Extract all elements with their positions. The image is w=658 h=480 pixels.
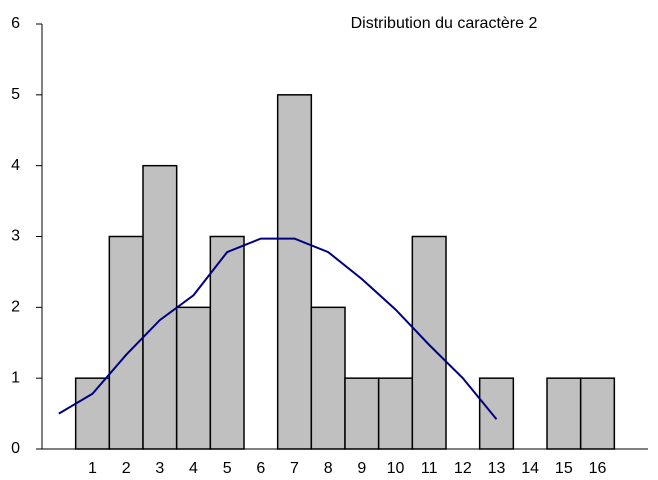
bar [377, 377, 414, 450]
y-tick-label: 6 [11, 15, 20, 32]
y-tick-label: 4 [11, 157, 20, 174]
bar [478, 377, 515, 450]
x-tick-label: 8 [324, 460, 333, 477]
x-tick-label: 13 [488, 460, 506, 477]
y-tick-label: 5 [11, 86, 20, 103]
x-tick-label: 11 [421, 460, 438, 477]
x-tick-label: 1 [88, 460, 97, 477]
bar [411, 235, 447, 450]
x-tick-label: 4 [189, 460, 198, 477]
bar [276, 94, 313, 450]
fit-curve [58, 237, 498, 420]
y-tick-label: 3 [11, 228, 20, 245]
bar [344, 377, 380, 450]
bar [579, 377, 616, 450]
x-tick-label: 5 [223, 460, 232, 477]
x-tick-label: 14 [521, 460, 539, 477]
x-tick-label: 7 [290, 460, 299, 477]
x-tick-label: 15 [555, 460, 573, 477]
chart-title: Distribution du caractère 2 [351, 15, 538, 32]
bar [546, 377, 582, 450]
y-tick-label: 2 [11, 299, 20, 316]
x-tick-label: 6 [256, 460, 265, 477]
x-tick-label: 2 [122, 460, 131, 477]
y-tick-label: 0 [11, 440, 20, 457]
x-tick-label: 16 [589, 460, 607, 477]
bar [74, 377, 111, 450]
x-tick-label: 9 [357, 460, 366, 477]
x-tick-label: 3 [155, 460, 164, 477]
y-tick-label: 1 [11, 369, 20, 386]
bar [310, 306, 346, 450]
bar [209, 235, 245, 450]
x-tick-label: 10 [387, 460, 405, 477]
bar [175, 306, 212, 450]
x-tick-label: 12 [454, 460, 472, 477]
bar [142, 164, 178, 450]
